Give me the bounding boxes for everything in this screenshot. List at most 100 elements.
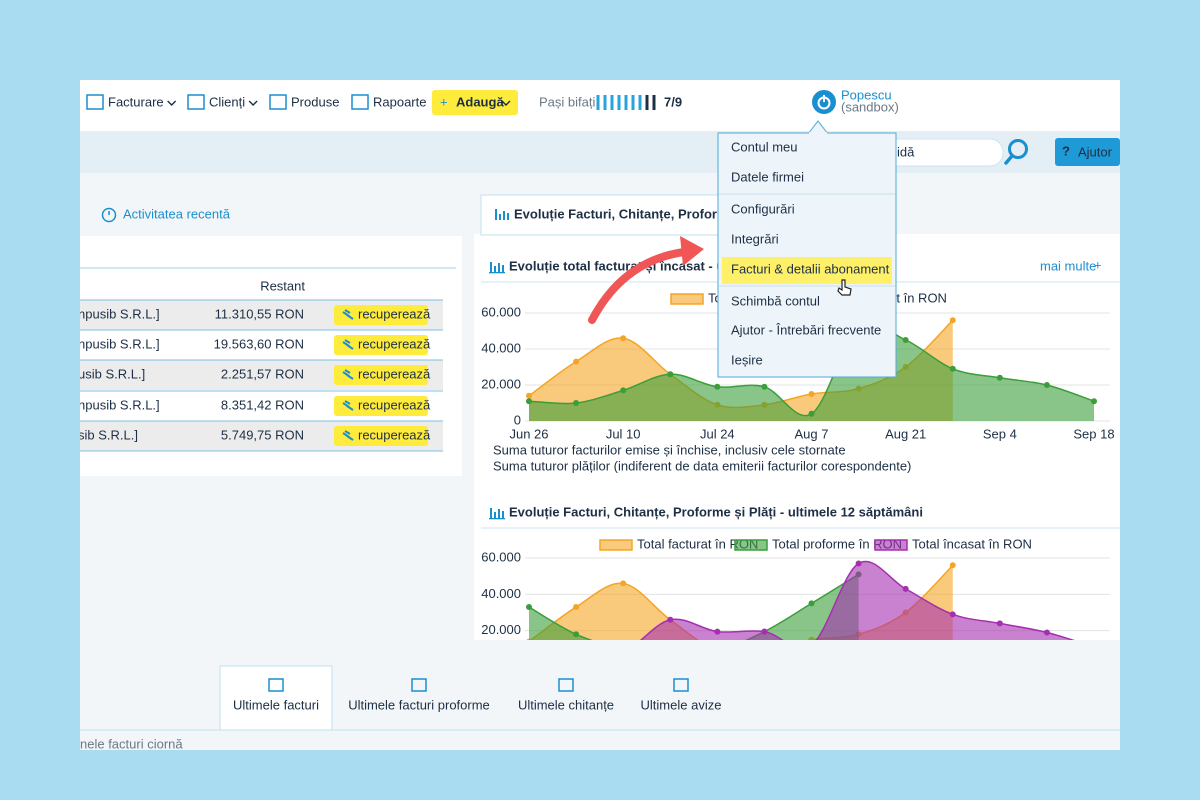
data-point (949, 611, 956, 618)
recover-label[interactable]: recuperează (358, 336, 431, 351)
chart-tab-label[interactable]: Evoluție Facturi, Chitanțe, Proforme (514, 206, 736, 221)
tab-icon (268, 678, 284, 692)
data-point (526, 604, 532, 611)
plot-area: 20.000 40.000 60.000 (481, 549, 1110, 640)
plus-icon: + (440, 94, 448, 109)
add-button[interactable] (432, 90, 518, 115)
nav-item[interactable]: Produse (291, 94, 339, 109)
menu-highlight (722, 257, 892, 284)
data-point (667, 616, 674, 623)
menu-item[interactable]: Facturi & detalii abonament (731, 261, 890, 276)
menu-item[interactable]: Contul meu (731, 139, 797, 154)
tab-label[interactable]: Ultimele avize (641, 697, 722, 712)
x-tick-label: Jun 26 (509, 426, 548, 441)
recover-button[interactable] (334, 335, 428, 355)
client-name[interactable]: sib S.R.L.] (78, 427, 138, 442)
recover-button[interactable] (334, 426, 428, 446)
data-point (620, 335, 627, 342)
tab-icon (558, 678, 574, 692)
tab-icon (411, 678, 427, 692)
timer-icon (101, 207, 117, 223)
chevron (167, 100, 177, 106)
data-point (620, 387, 627, 394)
recent-title: Activitatea recentă (123, 206, 231, 221)
client-name[interactable]: npusib S.R.L.] (78, 336, 160, 351)
nav-item[interactable]: Rapoarte (373, 94, 426, 109)
drafts-link[interactable]: nele facturi ciornă (80, 736, 183, 751)
recover-label[interactable]: recuperează (358, 306, 431, 321)
nav-icon (351, 94, 369, 110)
legend-swatch (599, 539, 633, 551)
steps-count: 7/9 (664, 94, 682, 109)
more-link[interactable]: mai multe (1040, 258, 1096, 273)
column-header: Restant (260, 278, 305, 293)
nav-icon (269, 94, 287, 110)
nav-icon (187, 94, 205, 110)
data-point (949, 562, 956, 569)
help-label[interactable]: Ajutor (1078, 144, 1113, 159)
hammer-icon (342, 430, 354, 441)
menu-item[interactable]: Datele firmei (731, 169, 804, 184)
amount-due: 11.310,55 RON (215, 306, 304, 321)
user-note: (sandbox) (841, 99, 899, 114)
pointer-arrow (588, 248, 688, 324)
recover-label[interactable]: recuperează (358, 427, 431, 442)
recent-rows: npusib S.R.L.] 11.310,55 RON recuperează np… (78, 299, 443, 452)
menu-item[interactable]: Integrări (731, 231, 779, 246)
client-name[interactable]: npusib S.R.L.] (78, 397, 160, 412)
data-point (573, 604, 580, 611)
recover-button[interactable] (334, 305, 428, 325)
client-name[interactable]: npusib S.R.L.] (78, 306, 160, 321)
more-icon[interactable]: + (1094, 257, 1102, 272)
menu-item[interactable]: Configurări (731, 201, 795, 216)
chart-note: Suma tuturor facturilor emise și închise… (493, 442, 846, 457)
y-tick-label: 40.000 (481, 586, 521, 601)
amount-due: 8.351,42 RON (221, 397, 304, 412)
data-point (996, 374, 1003, 381)
nav-item[interactable]: Clienți (209, 94, 245, 109)
recover-label[interactable]: recuperează (358, 397, 431, 412)
help-button[interactable] (1055, 138, 1120, 166)
y-tick-label: 20.000 (481, 622, 521, 637)
amount-due: 2.251,57 RON (221, 366, 304, 381)
tab-label[interactable]: Ultimele chitanțe (518, 697, 614, 712)
data-point (1043, 629, 1050, 636)
series-area (529, 323, 1094, 421)
chart-title: Evoluție total facturat și încasat - ult (509, 258, 733, 273)
recover-button[interactable] (334, 396, 428, 416)
x-tick-label: Sep 4 (983, 426, 1017, 441)
hammer-icon (342, 339, 354, 350)
user-name[interactable]: Popescu (841, 87, 892, 102)
menu-item[interactable]: Ajutor - Întrebări frecvente (731, 322, 881, 337)
client-name[interactable]: usib S.R.L.] (78, 366, 145, 381)
amount-due: 5.749,75 RON (221, 427, 304, 442)
recover-button[interactable] (334, 365, 428, 385)
y-tick-label: 0 (514, 412, 521, 427)
search-icon[interactable] (1008, 139, 1028, 159)
data-point (573, 400, 580, 406)
recover-label[interactable]: recuperează (358, 366, 431, 381)
legend-swatch (734, 539, 768, 551)
data-point (573, 631, 580, 638)
steps-bars (596, 95, 656, 110)
data-point (808, 391, 815, 397)
menu-item[interactable]: Schimbă contul (731, 293, 820, 308)
search-icon-handle (1004, 154, 1014, 165)
y-tick-label: 60.000 (481, 304, 521, 319)
active-tab[interactable] (219, 665, 333, 731)
data-point (714, 383, 721, 390)
tab-label[interactable]: Ultimele facturi (233, 697, 319, 712)
add-label[interactable]: Adaugă (456, 94, 504, 109)
cursor (837, 279, 852, 296)
steps-label: Pași bifați (539, 94, 595, 109)
data-point (526, 398, 532, 405)
data-point (667, 371, 674, 378)
screenshot: Facturare Clienți Produse Rapoarte + Adaugă… (78, 80, 1120, 751)
menu-item[interactable]: Ieșire (731, 352, 763, 367)
chart-tab[interactable] (480, 194, 732, 236)
tab-label[interactable]: Ultimele facturi proforme (348, 697, 490, 712)
data-point (761, 383, 768, 390)
legend-swatch (874, 539, 908, 551)
data-point (949, 365, 956, 372)
nav-item[interactable]: Facturare (108, 94, 164, 109)
